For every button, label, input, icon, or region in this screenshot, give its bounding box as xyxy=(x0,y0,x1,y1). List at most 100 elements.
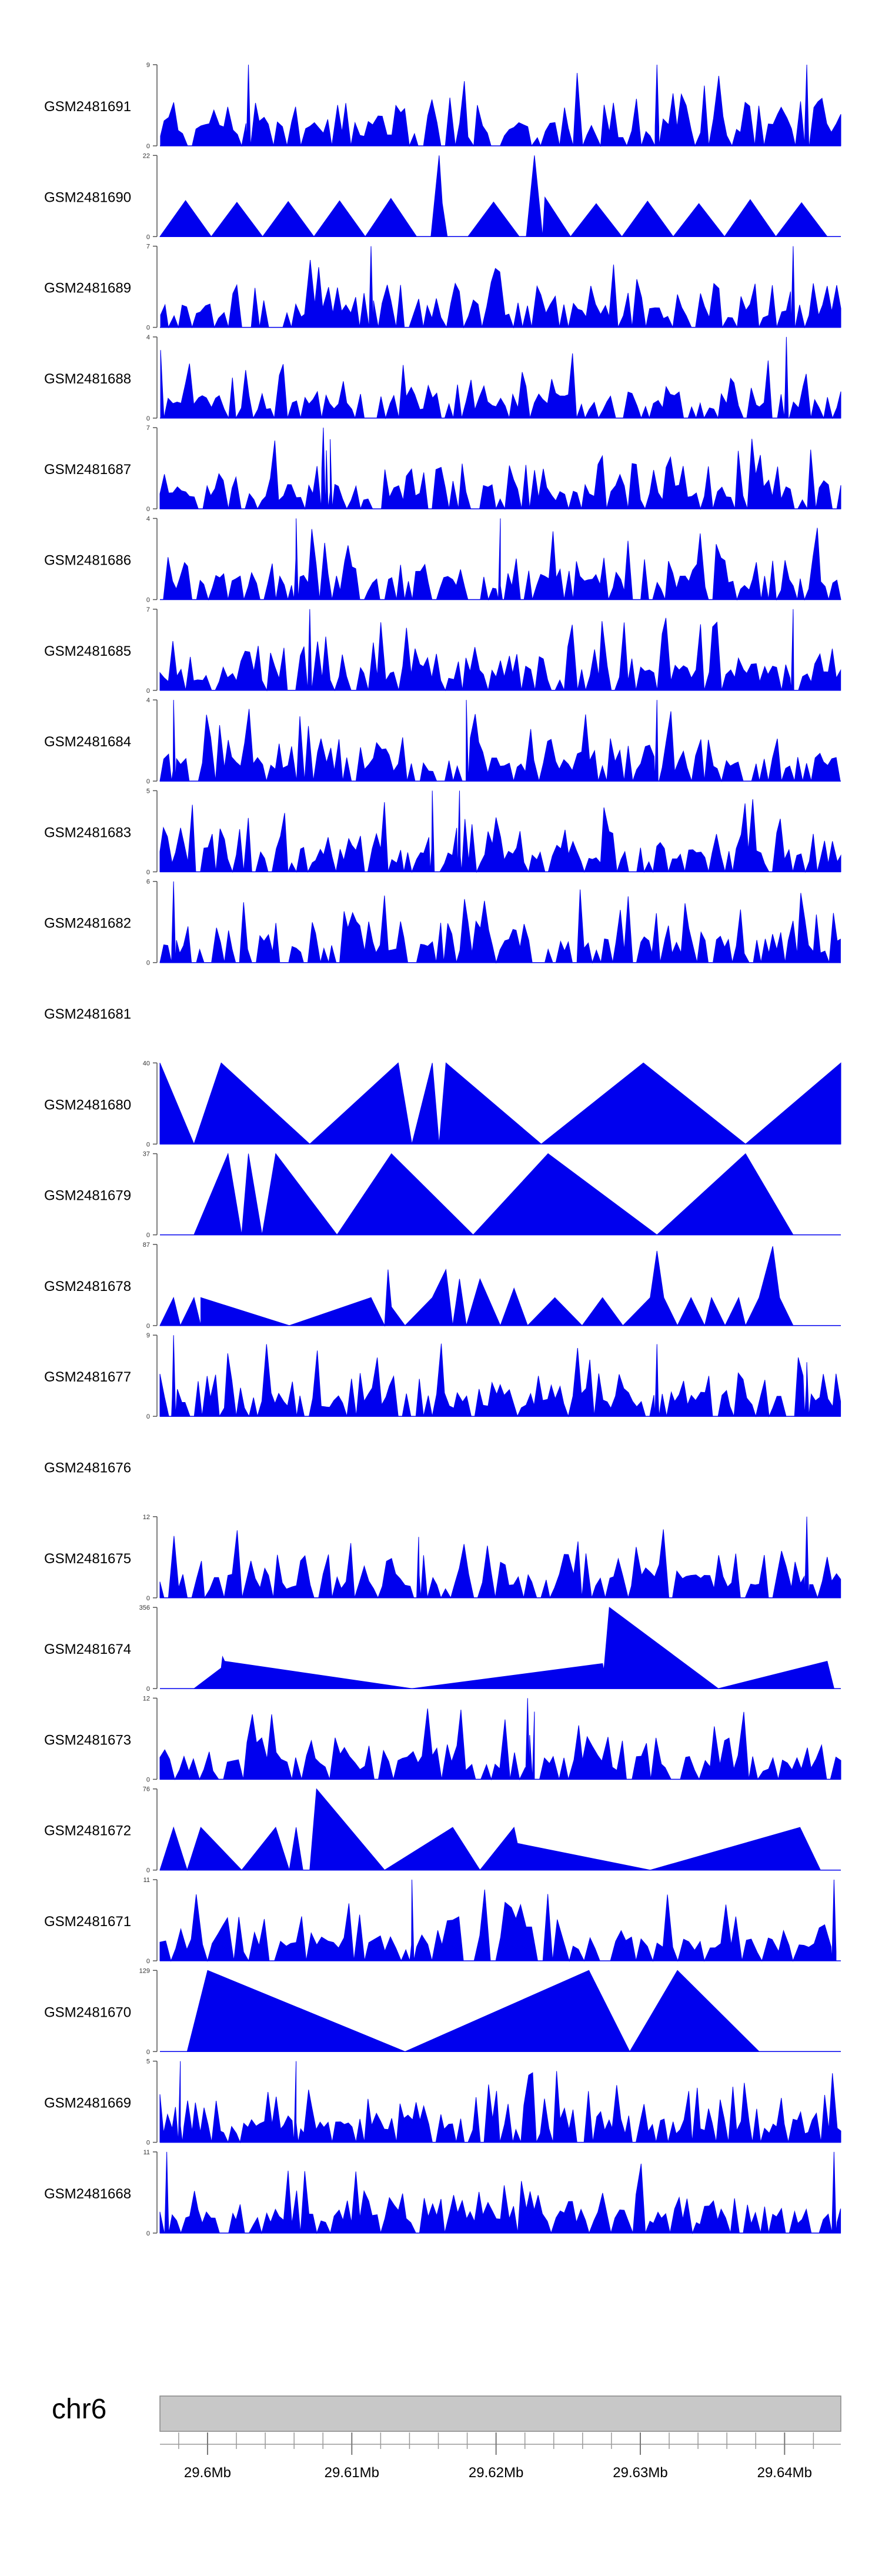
y-min-label: 0 xyxy=(146,1141,150,1148)
coverage-area xyxy=(159,790,841,873)
coverage-area xyxy=(159,881,841,964)
coverage-area xyxy=(159,1879,840,1962)
track-GSM2481681: GSM2481681 xyxy=(44,1006,131,1022)
track-GSM2481687: GSM2481687 7 0 xyxy=(44,425,841,513)
y-max-label: 40 xyxy=(143,1060,150,1067)
track-GSM2481680: GSM2481680 40 0 xyxy=(44,1060,841,1148)
track-GSM2481682: GSM2481682 6 0 xyxy=(44,879,841,967)
y-min-label: 0 xyxy=(146,1232,150,1239)
y-min-label: 0 xyxy=(146,415,150,422)
track-GSM2481669: GSM2481669 5 0 xyxy=(44,2058,841,2147)
y-max-label: 87 xyxy=(143,1242,150,1249)
coverage-area xyxy=(160,246,841,329)
chromosome-label: chr6 xyxy=(52,2394,106,2425)
track-label: GSM2481691 xyxy=(44,99,131,115)
track-label: GSM2481678 xyxy=(44,1279,131,1294)
track-GSM2481675: GSM2481675 12 0 xyxy=(44,1514,841,1602)
y-min-label: 0 xyxy=(146,688,150,695)
y-min-label: 0 xyxy=(146,1686,150,1693)
y-min-label: 0 xyxy=(146,325,150,332)
y-max-label: 356 xyxy=(139,1604,150,1611)
track-label: GSM2481675 xyxy=(44,1551,131,1567)
y-min-label: 0 xyxy=(146,1958,150,1965)
tick-label: 29.64Mb xyxy=(757,2465,812,2481)
coverage-area xyxy=(193,1607,835,1689)
track-GSM2481686: GSM2481686 4 0 xyxy=(44,516,841,604)
chromosome-bar xyxy=(159,2395,841,2432)
y-max-label: 4 xyxy=(146,697,150,704)
y-min-label: 0 xyxy=(146,1413,150,1420)
y-min-label: 0 xyxy=(146,1776,150,1783)
track-GSM2481672: GSM2481672 76 0 xyxy=(44,1786,841,1874)
coverage-area xyxy=(159,2061,841,2144)
y-max-label: 6 xyxy=(146,879,150,886)
y-min-label: 0 xyxy=(146,2230,150,2237)
y-max-label: 22 xyxy=(143,152,150,159)
track-label: GSM2481685 xyxy=(44,643,131,659)
track-GSM2481679: GSM2481679 37 0 xyxy=(44,1151,841,1239)
track-label: GSM2481670 xyxy=(44,2004,131,2020)
y-max-label: 12 xyxy=(143,1695,150,1702)
track-GSM2481688: GSM2481688 4 0 xyxy=(44,334,841,422)
coverage-area xyxy=(159,1062,841,1145)
coverage-area xyxy=(160,518,841,601)
coverage-area xyxy=(159,1335,841,1418)
coverage-area xyxy=(186,1970,760,2053)
y-max-label: 11 xyxy=(143,2149,150,2156)
y-max-label: 7 xyxy=(146,243,150,251)
track-GSM2481690: GSM2481690 22 0 xyxy=(44,152,841,241)
y-min-label: 0 xyxy=(146,143,150,150)
coverage-area xyxy=(159,700,841,782)
y-max-label: 5 xyxy=(146,2058,150,2066)
track-GSM2481685: GSM2481685 7 0 xyxy=(44,606,841,695)
track-GSM2481677: GSM2481677 9 0 xyxy=(44,1332,841,1420)
track-label: GSM2481680 xyxy=(44,1097,131,1113)
y-min-label: 0 xyxy=(146,869,150,876)
track-label: GSM2481690 xyxy=(44,189,131,205)
y-min-label: 0 xyxy=(146,597,150,604)
y-max-label: 4 xyxy=(146,334,150,341)
y-min-label: 0 xyxy=(146,1323,150,1330)
track-label: GSM2481679 xyxy=(44,1188,131,1204)
coverage-area xyxy=(159,2151,841,2234)
coverage-area xyxy=(159,428,841,510)
y-min-label: 0 xyxy=(146,506,150,513)
track-GSM2481678: GSM2481678 87 0 xyxy=(44,1242,841,1330)
y-max-label: 129 xyxy=(139,1967,150,1974)
track-GSM2481689: GSM2481689 7 0 xyxy=(44,243,841,332)
tick-label: 29.63Mb xyxy=(613,2465,667,2481)
y-min-label: 0 xyxy=(146,2048,150,2056)
track-label: GSM2481677 xyxy=(44,1369,131,1385)
track-label: GSM2481689 xyxy=(44,281,131,296)
coverage-area xyxy=(160,336,841,419)
coverage-area xyxy=(193,1152,794,1236)
y-max-label: 12 xyxy=(143,1514,150,1521)
y-min-label: 0 xyxy=(146,778,150,785)
track-GSM2481671: GSM2481671 11 0 xyxy=(44,1877,841,1965)
track-label: GSM2481671 xyxy=(44,1914,131,1930)
y-min-label: 0 xyxy=(146,960,150,967)
coverage-area xyxy=(159,609,841,692)
y-max-label: 76 xyxy=(143,1786,150,1793)
track-label: GSM2481681 xyxy=(44,1006,131,1022)
y-max-label: 11 xyxy=(143,1877,150,1884)
track-GSM2481670: GSM2481670 129 0 xyxy=(44,1967,841,2056)
track-label: GSM2481686 xyxy=(44,553,131,569)
track-label: GSM2481672 xyxy=(44,1823,131,1839)
track-GSM2481674: GSM2481674 356 0 xyxy=(44,1604,841,1693)
ideogram: chr6 29.6Mb 29.61Mb 29.62Mb 29.63Mb 29.64Mb xyxy=(52,2394,841,2481)
track-label: GSM2481676 xyxy=(44,1460,131,1476)
track-GSM2481684: GSM2481684 4 0 xyxy=(44,697,841,785)
coverage-area xyxy=(159,155,828,238)
tracks-layer: GSM248169190GSM2481690220GSM248168970GSM… xyxy=(44,62,841,2237)
y-max-label: 7 xyxy=(146,425,150,432)
track-label: GSM2481682 xyxy=(44,916,131,932)
track-GSM2481691: GSM2481691 9 0 xyxy=(44,62,841,150)
track-label: GSM2481674 xyxy=(44,1641,131,1657)
track-GSM2481673: GSM2481673 12 0 xyxy=(44,1695,841,1783)
y-max-label: 7 xyxy=(146,606,150,613)
y-max-label: 37 xyxy=(143,1151,150,1158)
y-min-label: 0 xyxy=(146,1595,150,1602)
coverage-area xyxy=(160,64,841,147)
